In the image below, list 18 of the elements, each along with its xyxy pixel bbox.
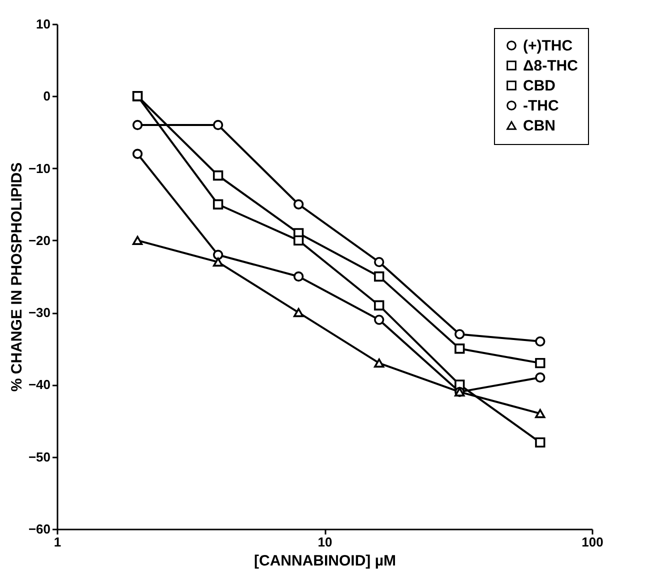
legend-label: (+)THC <box>523 38 573 54</box>
legend-label: -THC <box>523 98 559 114</box>
y-tick-label: −40 <box>28 377 50 392</box>
y-tick-label: −60 <box>28 522 50 536</box>
y-tick-label: 10 <box>36 16 50 32</box>
y-tick-label: −10 <box>28 160 50 176</box>
legend-label: CBN <box>523 118 556 134</box>
y-axis-title: % CHANGE IN PHOSPHOLIPIDS <box>8 162 26 392</box>
x-tick-label: 10 <box>318 534 332 550</box>
y-tick-label: −20 <box>28 232 50 248</box>
legend-label: CBD <box>523 78 556 94</box>
y-tick-label: −50 <box>28 449 50 464</box>
y-tick-label: −30 <box>28 305 50 320</box>
x-tick-label: 1 <box>54 534 62 550</box>
y-tick-label: 0 <box>43 88 50 104</box>
x-axis-title: [CANNABINOID] µM <box>254 552 396 570</box>
legend-label: Δ8-THC <box>523 58 578 74</box>
x-tick-label: 100 <box>582 534 604 550</box>
